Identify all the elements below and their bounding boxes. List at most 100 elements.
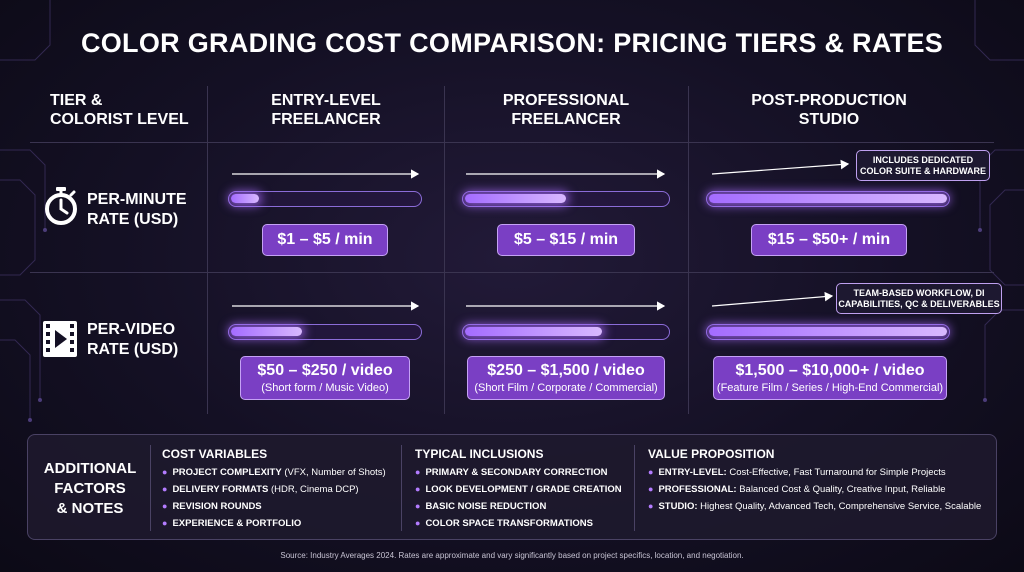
column-header-line1: PROFESSIONAL	[502, 92, 630, 109]
cost-variables-heading: COST VARIABLES	[162, 447, 268, 461]
price-value: $1,500 – $10,000+ / video	[735, 362, 925, 379]
list-item: ● DELIVERY FORMATS (HDR, Cinema DCP)	[162, 481, 386, 498]
list-item-bold: DELIVERY FORMATS	[172, 484, 269, 495]
level-bar-track	[462, 191, 670, 207]
list-item: ● BASIC NOISE REDUCTION	[415, 498, 622, 515]
column-header-line2: STUDIO	[798, 111, 860, 128]
row-label-line1: PER-VIDEO	[87, 321, 176, 338]
list-item-bold: PROJECT COMPLEXITY	[172, 467, 282, 478]
list-item-bold: STUDIO:	[658, 501, 698, 512]
list-item-bold: REVISION ROUNDS	[172, 501, 262, 512]
row-label-line1: PER-MINUTE	[87, 191, 187, 208]
column-header-line2: FREELANCER	[511, 111, 621, 128]
price-note: (Feature Film / Series / High-End Commer…	[716, 382, 944, 394]
list-item: ● LOOK DEVELOPMENT / GRADE CREATION	[415, 481, 622, 498]
studio-note-line2: COLOR SUITE & HARDWARE	[860, 165, 986, 176]
list-item-bold: EXPERIENCE & PORTFOLIO	[172, 518, 302, 529]
list-item: ● EXPERIENCE & PORTFOLIO	[162, 515, 386, 532]
grid-divider	[207, 86, 208, 414]
list-item: ● REVISION ROUNDS	[162, 498, 386, 515]
cost-variables-column: COST VARIABLES ● PROJECT COMPLEXITY (VFX,…	[162, 447, 386, 532]
price-badge: $1 – $5 / min	[262, 224, 388, 256]
bullet-icon: ●	[162, 467, 168, 477]
price-value: $50 – $250 / video	[257, 362, 393, 379]
bullet-icon: ●	[648, 501, 654, 511]
level-bar-fill	[465, 327, 602, 336]
grid-divider	[444, 86, 445, 414]
panel-divider	[150, 445, 151, 531]
level-bar-fill	[231, 327, 302, 336]
list-item: ● ENTRY-LEVEL: Cost-Effective, Fast Turna…	[648, 464, 981, 481]
level-bar-fill	[465, 194, 566, 203]
panel-divider	[401, 445, 402, 531]
grid-divider	[688, 86, 689, 414]
list-item: ● COLOR SPACE TRANSFORMATIONS	[415, 515, 622, 532]
list-item-bold: PROFESSIONAL:	[658, 484, 737, 495]
list-item: ● STUDIO: Highest Quality, Advanced Tech,…	[648, 498, 981, 515]
tier-header-line1: TIER &	[50, 92, 103, 109]
studio-note-line2: CAPABILITIES, QC & DELIVERABLES	[838, 298, 1000, 309]
list-item: ● PROJECT COMPLEXITY (VFX, Number of Shot…	[162, 464, 386, 481]
column-header-line2: FREELANCER	[271, 111, 381, 128]
bullet-icon: ●	[415, 518, 421, 528]
bullet-icon: ●	[415, 501, 421, 511]
level-bar-fill	[231, 194, 259, 203]
factors-title-line2: FACTORS	[54, 480, 126, 497]
column-header-professional: PROFESSIONAL FREELANCER	[444, 91, 688, 129]
price-value: $5 – $15 / min	[513, 231, 619, 248]
list-item-bold: BASIC NOISE REDUCTION	[425, 501, 547, 512]
list-item: ● PRIMARY & SECONDARY CORRECTION	[415, 464, 622, 481]
typical-inclusions-heading: TYPICAL INCLUSIONS	[415, 447, 544, 461]
value-proposition-heading: VALUE PROPOSITION	[648, 447, 775, 461]
level-bar-fill	[709, 327, 947, 336]
studio-note-line1: INCLUDES DEDICATED	[872, 154, 974, 165]
row-label-per-minute: PER-MINUTE RATE (USD)	[87, 190, 187, 230]
video-file-icon	[43, 321, 77, 357]
column-header-studio: POST-PRODUCTION STUDIO	[688, 91, 970, 129]
price-badge: $250 – $1,500 / video (Short Film / Corp…	[467, 356, 665, 400]
list-item-bold: COLOR SPACE TRANSFORMATIONS	[425, 518, 593, 529]
price-note: (Short form / Music Video)	[261, 382, 389, 394]
bullet-icon: ●	[162, 518, 168, 528]
column-header-entry: ENTRY-LEVEL FREELANCER	[208, 91, 444, 129]
price-value: $250 – $1,500 / video	[487, 362, 645, 379]
list-item-bold: LOOK DEVELOPMENT / GRADE CREATION	[425, 484, 622, 495]
level-bar-track	[706, 324, 950, 340]
bullet-icon: ●	[162, 484, 168, 494]
tier-header: TIER & COLORIST LEVEL	[50, 91, 189, 129]
list-item-rest: Cost-Effective, Fast Turnaround for Simp…	[726, 467, 946, 478]
level-bar-track	[706, 191, 950, 207]
bullet-icon: ●	[648, 484, 654, 494]
trend-arrow	[711, 159, 850, 175]
page-title: COLOR GRADING COST COMPARISON: PRICING T…	[80, 28, 944, 58]
tier-header-line2: COLORIST LEVEL	[50, 111, 189, 128]
bullet-icon: ●	[648, 467, 654, 477]
price-value: $1 – $5 / min	[277, 231, 373, 248]
bullet-icon: ●	[415, 484, 421, 494]
row-label-line2: RATE (USD)	[87, 211, 179, 228]
level-bar-track	[228, 191, 422, 207]
price-badge: $15 – $50+ / min	[751, 224, 907, 256]
row-label-per-video: PER-VIDEO RATE (USD)	[87, 320, 178, 360]
list-item-rest: Balanced Cost & Quality, Creative Input,…	[736, 484, 946, 495]
stopwatch-icon	[45, 187, 77, 225]
price-badge: $50 – $250 / video (Short form / Music V…	[240, 356, 410, 400]
grid-divider	[30, 142, 994, 143]
price-value: $15 – $50+ / min	[767, 231, 891, 248]
typical-inclusions-column: TYPICAL INCLUSIONS ● PRIMARY & SECONDARY …	[415, 447, 622, 532]
studio-note-line1: TEAM-BASED WORKFLOW, DI	[853, 287, 985, 298]
grid-divider	[30, 272, 994, 273]
level-bar-track	[228, 324, 422, 340]
price-badge: $1,500 – $10,000+ / video (Feature Film …	[713, 356, 947, 400]
panel-divider	[634, 445, 635, 531]
list-item-bold: ENTRY-LEVEL:	[658, 467, 727, 478]
value-proposition-column: VALUE PROPOSITION ● ENTRY-LEVEL: Cost-Eff…	[648, 447, 981, 515]
price-badge: $5 – $15 / min	[497, 224, 635, 256]
additional-factors-panel: ADDITIONAL FACTORS & NOTES COST VARIABLE…	[27, 434, 997, 540]
level-bar-track	[462, 324, 670, 340]
factors-title-line1: ADDITIONAL	[43, 460, 137, 477]
level-bar-fill	[709, 194, 947, 203]
column-header-line1: POST-PRODUCTION	[751, 92, 907, 109]
list-item: ● PROFESSIONAL: Balanced Cost & Quality, …	[648, 481, 981, 498]
column-header-line1: ENTRY-LEVEL	[271, 92, 381, 109]
